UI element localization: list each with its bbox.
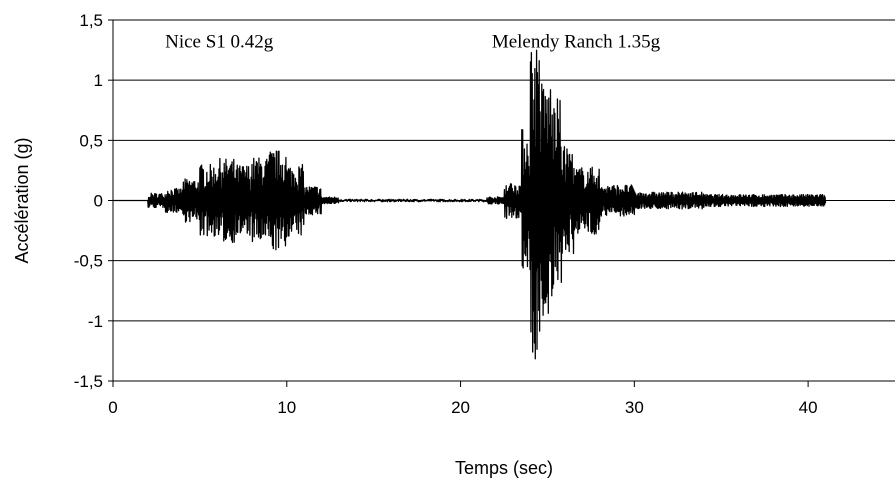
annotations: Nice S1 0.42g Melendy Ranch 1.35g [165,32,661,53]
acceleration-series-line [112,49,827,360]
x-tick-label: 30 [625,398,644,417]
annotation-label: Nice S1 0.42g [165,32,274,53]
x-axis-title: Temps (sec) [455,458,553,478]
y-tick-label: -1,5 [74,372,103,391]
y-tick-label: 1 [94,71,103,90]
acceleration-trace [112,49,827,360]
y-axis-title: Accélération (g) [12,137,32,263]
axes [108,19,895,387]
y-tick-label: 0 [94,192,103,211]
x-tick-labels: 0 10 20 30 40 [108,398,817,417]
x-tick-label: 10 [277,398,296,417]
y-tick-label: -1 [88,312,103,331]
x-tick-label: 40 [799,398,818,417]
y-tick-labels: 1,5 1 0,5 0 -0,5 -1 -1,5 [74,11,103,391]
y-tick-label: -0,5 [74,252,103,271]
y-tick-label: 0,5 [79,131,103,150]
x-tick-label: 20 [451,398,470,417]
annotation-label: Melendy Ranch 1.35g [492,32,661,53]
y-tick-label: 1,5 [79,11,103,30]
x-tick-label: 0 [108,398,117,417]
